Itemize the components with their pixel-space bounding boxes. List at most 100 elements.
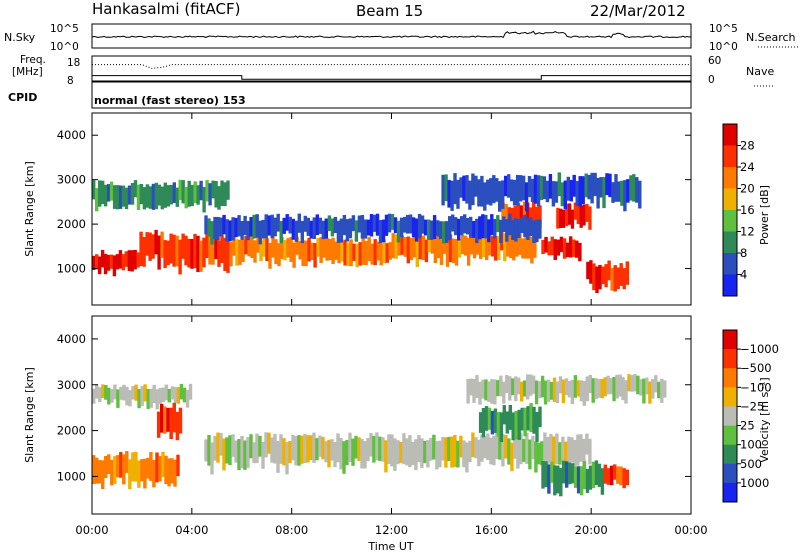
heatmap-cell bbox=[660, 378, 664, 403]
heatmap-cell bbox=[531, 375, 536, 394]
heatmap-cell bbox=[285, 442, 289, 475]
heatmap-cell bbox=[292, 242, 296, 268]
heatmap-cell bbox=[519, 205, 524, 223]
heatmap-cell bbox=[429, 220, 434, 240]
heatmap-cell bbox=[585, 376, 589, 402]
heatmap-cell bbox=[555, 433, 559, 465]
heatmap-cell bbox=[441, 174, 445, 206]
heatmap-cell bbox=[418, 232, 422, 260]
heatmap-cell bbox=[570, 209, 575, 229]
heatmap-cell bbox=[526, 374, 530, 400]
heatmap-cell bbox=[523, 214, 527, 237]
y-tick-label: 4000 bbox=[57, 128, 86, 142]
heatmap-cell bbox=[163, 182, 167, 208]
colorbar-swatch bbox=[723, 274, 737, 297]
colorbar-swatch bbox=[723, 145, 737, 168]
heatmap-cell bbox=[622, 268, 626, 290]
heatmap-cell bbox=[629, 175, 633, 201]
heatmap-cell bbox=[95, 188, 99, 212]
heatmap-cell bbox=[623, 180, 627, 212]
heatmap-cell bbox=[202, 237, 206, 268]
heatmap-cell bbox=[149, 388, 153, 408]
heatmap-cell bbox=[582, 438, 586, 468]
heatmap-cell bbox=[559, 236, 564, 253]
heatmap-cell bbox=[345, 439, 349, 466]
cpid-panel: CPID normal (fast stereo) 153 bbox=[8, 81, 692, 109]
heatmap-cell bbox=[468, 180, 472, 210]
heatmap-cell bbox=[478, 381, 482, 405]
heatmap-cell bbox=[169, 233, 173, 264]
heatmap-cell bbox=[360, 438, 364, 469]
heatmap-cell bbox=[291, 434, 295, 461]
heatmap-cell bbox=[173, 387, 178, 403]
heatmap-cell bbox=[173, 459, 177, 487]
heatmap-cell bbox=[463, 235, 468, 256]
heatmap-cell bbox=[600, 468, 605, 495]
heatmap-cell bbox=[364, 240, 368, 265]
heatmap-cell bbox=[539, 175, 544, 201]
heatmap-cell bbox=[103, 253, 108, 275]
heatmap-cell bbox=[243, 440, 247, 470]
heatmap-cell bbox=[495, 178, 499, 202]
heatmap-cell bbox=[503, 233, 507, 262]
colorbar-swatch bbox=[723, 210, 737, 232]
heatmap-cell bbox=[330, 218, 335, 237]
colorbar-swatch bbox=[723, 188, 737, 211]
heatmap-cell bbox=[229, 241, 233, 267]
heatmap-cell bbox=[420, 438, 424, 468]
heatmap-cell bbox=[249, 434, 253, 459]
heatmap-cell bbox=[573, 202, 577, 220]
heatmap-cell bbox=[216, 432, 220, 463]
heatmap-cell bbox=[460, 216, 464, 236]
heatmap-cell bbox=[348, 218, 353, 239]
heatmap-cell bbox=[483, 182, 487, 211]
heatmap-cell bbox=[529, 374, 533, 396]
heatmap-cell bbox=[588, 465, 593, 490]
heatmap-cell bbox=[273, 217, 277, 237]
heatmap-cell bbox=[237, 215, 241, 237]
heatmap-cell bbox=[213, 216, 217, 240]
heatmap-cell bbox=[142, 187, 147, 210]
heatmap-cell bbox=[157, 235, 161, 270]
heatmap-cell bbox=[516, 436, 520, 469]
heatmap-cell bbox=[572, 174, 576, 197]
heatmap-cell bbox=[513, 206, 518, 227]
heatmap-cell bbox=[633, 374, 637, 392]
heatmap-cell bbox=[576, 380, 580, 397]
frequency-panel-frame bbox=[91, 55, 692, 82]
colorbar-swatch bbox=[723, 368, 737, 388]
heatmap-cell bbox=[205, 180, 209, 202]
heatmap-cell bbox=[361, 238, 365, 265]
heatmap-cell bbox=[363, 441, 367, 469]
heatmap-cell bbox=[532, 220, 536, 243]
heatmap-cell bbox=[533, 238, 537, 258]
heatmap-cell bbox=[567, 203, 572, 225]
heatmap-cell bbox=[523, 380, 527, 397]
heatmap-cell bbox=[465, 442, 469, 473]
heatmap-cell bbox=[523, 407, 527, 437]
heatmap-cell bbox=[170, 458, 174, 484]
heatmap-cell bbox=[270, 214, 274, 239]
heatmap-cell bbox=[546, 379, 551, 402]
heatmap-cell bbox=[453, 435, 457, 467]
heatmap-cell bbox=[511, 378, 515, 396]
heatmap-cell bbox=[164, 455, 168, 485]
heatmap-cell bbox=[439, 239, 444, 265]
heatmap-cell bbox=[286, 238, 290, 258]
heatmap-cell bbox=[616, 267, 620, 290]
power-panel: 1000 2000 3000 4000 Slant Range [km] bbox=[23, 112, 692, 306]
heatmap-cell bbox=[92, 455, 96, 485]
heatmap-cell bbox=[471, 173, 475, 206]
x-tick-label: 12:00 bbox=[375, 523, 408, 537]
heatmap-cell bbox=[490, 214, 494, 236]
heatmap-cell bbox=[444, 174, 448, 202]
heatmap-cell bbox=[228, 220, 232, 242]
heatmap-cell bbox=[101, 180, 105, 205]
heatmap-cell bbox=[313, 243, 317, 268]
heatmap-cell bbox=[97, 256, 102, 275]
heatmap-cell bbox=[578, 242, 582, 262]
heatmap-cell bbox=[639, 379, 643, 396]
heatmap-cell bbox=[246, 221, 250, 241]
heatmap-cell bbox=[450, 436, 454, 468]
heatmap-cell bbox=[520, 407, 524, 431]
